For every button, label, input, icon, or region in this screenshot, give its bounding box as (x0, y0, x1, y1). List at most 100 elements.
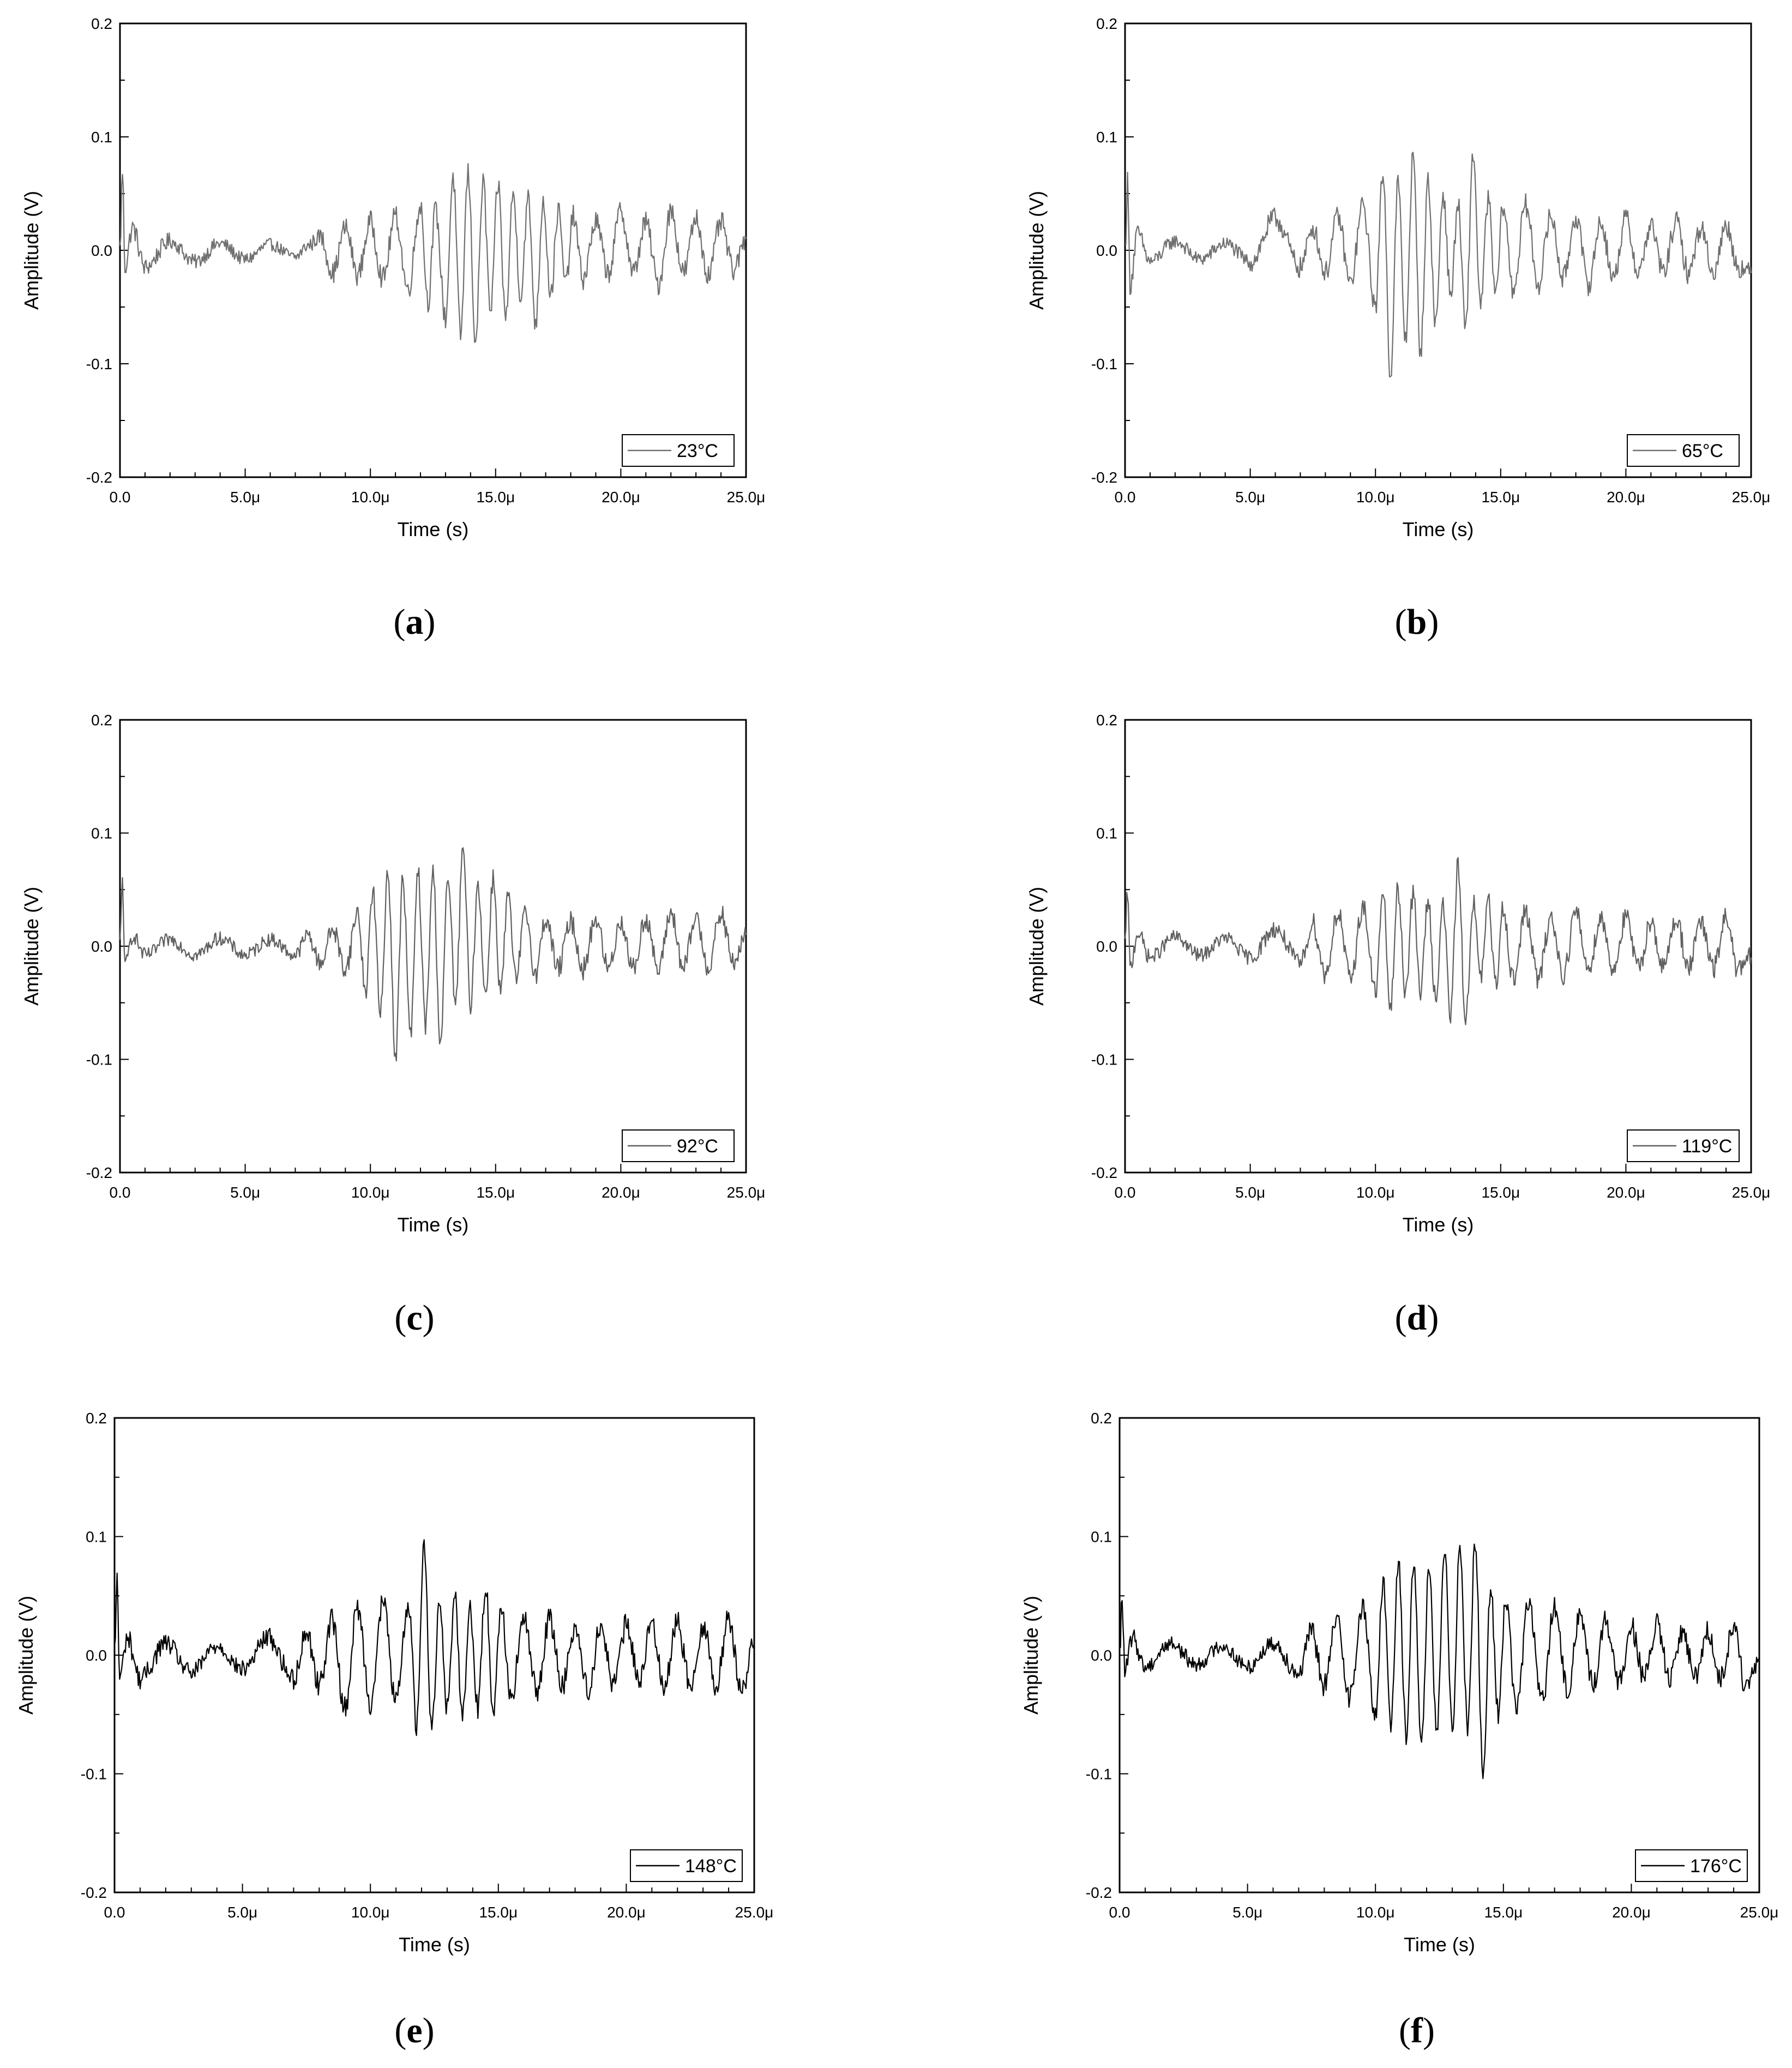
caption-open-paren: ( (394, 1298, 406, 1338)
x-tick-label: 10.0μ (1356, 1184, 1395, 1201)
y-tick-label: 0.1 (1096, 825, 1117, 842)
legend-label: 92°C (677, 1136, 718, 1157)
y-tick-label: -0.2 (1091, 1164, 1117, 1181)
x-tick-label: 0.0 (1115, 1184, 1136, 1201)
panel-caption: (c) (394, 1298, 434, 1338)
panel-caption: (a) (394, 602, 436, 642)
y-tick-label: 0.0 (1096, 242, 1117, 259)
x-tick-label: 15.0μ (1481, 489, 1520, 506)
y-tick-label: -0.2 (86, 469, 112, 486)
plot-frame (1124, 22, 1752, 478)
y-axis-title: Amplitude (V) (1020, 1596, 1042, 1715)
chart-panel-c: 0.0 5.0μ 10.0μ 15.0μ 20.0μ 25.0μ -0.2 -0.1 0.0 0.… (20, 712, 765, 1338)
x-tick-label: 15.0μ (1484, 1904, 1523, 1921)
waveform-series-line (1124, 857, 1752, 1025)
chart-panel-f: 0.0 5.0μ 10.0μ 15.0μ 20.0μ 25.0μ -0.2 -0.1 0.0 0.… (1020, 1410, 1778, 2051)
legend-label: 176°C (1690, 1856, 1742, 1877)
y-tick-label: 0.2 (1096, 15, 1117, 32)
x-tick-label: 10.0μ (351, 489, 390, 506)
caption-close-paren: ) (1427, 1298, 1439, 1338)
y-tick-label: -0.2 (1086, 1884, 1112, 1901)
x-tick-label: 25.0μ (727, 489, 766, 506)
x-tick-label: 5.0μ (230, 489, 260, 506)
x-tick-label: 15.0μ (479, 1904, 518, 1921)
y-tick-label: -0.2 (86, 1164, 112, 1181)
panel-caption: (d) (1395, 1298, 1439, 1338)
waveform-series-line (119, 847, 747, 1062)
x-tick-label: 0.0 (1115, 489, 1136, 506)
x-tick-label: 25.0μ (1732, 489, 1771, 506)
legend-label: 148°C (685, 1856, 737, 1877)
y-axis-title: Amplitude (V) (20, 191, 43, 310)
y-tick-label: -0.1 (1091, 356, 1117, 372)
caption-letter: c (406, 1298, 422, 1338)
x-tick-label: 5.0μ (1232, 1904, 1262, 1921)
x-tick-label: 25.0μ (735, 1904, 774, 1921)
y-tick-label: 0.2 (91, 15, 112, 32)
caption-letter: d (1407, 1298, 1427, 1338)
x-tick-label: 20.0μ (1612, 1904, 1651, 1921)
y-tick-label: 0.0 (86, 1647, 107, 1664)
x-tick-label: 20.0μ (1607, 1184, 1645, 1201)
caption-open-paren: ( (1395, 602, 1407, 642)
x-tick-label: 5.0μ (227, 1904, 257, 1921)
caption-open-paren: ( (394, 602, 406, 642)
y-tick-label: 0.1 (91, 129, 112, 146)
x-axis-title: Time (s) (398, 518, 469, 540)
x-axis-title: Time (s) (399, 1933, 470, 1956)
caption-close-paren: ) (1423, 2011, 1435, 2051)
x-tick-label: 5.0μ (230, 1184, 260, 1201)
x-tick-label: 20.0μ (1607, 489, 1645, 506)
y-tick-label: -0.1 (86, 1051, 112, 1068)
x-tick-label: 5.0μ (1235, 1184, 1265, 1201)
y-tick-label: 0.1 (1096, 129, 1117, 146)
caption-close-paren: ) (424, 602, 436, 642)
x-tick-label: 15.0μ (476, 489, 515, 506)
legend-label: 65°C (1682, 441, 1723, 461)
caption-letter: b (1407, 602, 1427, 642)
y-tick-label: 0.2 (1091, 1410, 1112, 1427)
waveform-series-line (119, 163, 747, 343)
y-axis-title: Amplitude (V) (15, 1596, 37, 1715)
x-tick-label: 15.0μ (1481, 1184, 1520, 1201)
x-tick-label: 10.0μ (351, 1184, 390, 1201)
chart-panel-e: 0.0 5.0μ 10.0μ 15.0μ 20.0μ 25.0μ -0.2 -0.1 0.0 0.… (15, 1410, 773, 2051)
caption-open-paren: ( (1399, 2011, 1411, 2051)
caption-close-paren: ) (423, 2011, 435, 2051)
y-tick-label: 0.1 (91, 825, 112, 842)
x-tick-label: 0.0 (104, 1904, 125, 1921)
x-tick-label: 10.0μ (1356, 489, 1395, 506)
x-tick-label: 25.0μ (1732, 1184, 1771, 1201)
waveform-series-line (1119, 1543, 1760, 1780)
y-tick-label: 0.2 (86, 1410, 107, 1427)
plot-frame (113, 1417, 755, 1893)
caption-close-paren: ) (1427, 602, 1439, 642)
x-tick-label: 0.0 (110, 1184, 131, 1201)
caption-letter: f (1411, 2011, 1423, 2051)
x-tick-label: 0.0 (110, 489, 131, 506)
x-tick-label: 15.0μ (476, 1184, 515, 1201)
y-tick-label: 0.2 (1096, 712, 1117, 729)
caption-letter: a (406, 602, 424, 642)
y-axis-title: Amplitude (V) (20, 887, 43, 1006)
panel-caption: (f) (1399, 2011, 1435, 2051)
x-tick-label: 25.0μ (727, 1184, 766, 1201)
x-tick-label: 5.0μ (1235, 489, 1265, 506)
panel-caption: (e) (394, 2011, 434, 2051)
chart-panel-a: 0.0 5.0μ 10.0μ 15.0μ 20.0μ 25.0μ -0.2 -0.1 0.0 0.… (20, 15, 765, 642)
y-tick-label: -0.1 (1086, 1766, 1112, 1783)
caption-close-paren: ) (423, 1298, 435, 1338)
y-tick-label: 0.0 (1091, 1647, 1112, 1664)
chart-panel-d: 0.0 5.0μ 10.0μ 15.0μ 20.0μ 25.0μ -0.2 -0.1 0.0 0.… (1025, 712, 1770, 1338)
y-tick-label: -0.1 (81, 1766, 107, 1783)
y-tick-label: 0.2 (91, 712, 112, 729)
x-tick-label: 20.0μ (602, 1184, 640, 1201)
plot-frame (119, 22, 747, 478)
y-tick-label: 0.0 (1096, 938, 1117, 955)
x-tick-label: 20.0μ (602, 489, 640, 506)
y-tick-label: 0.0 (91, 242, 112, 259)
legend-label: 119°C (1682, 1136, 1732, 1157)
plot-frame (1119, 1417, 1760, 1893)
y-tick-label: 0.1 (1091, 1529, 1112, 1546)
